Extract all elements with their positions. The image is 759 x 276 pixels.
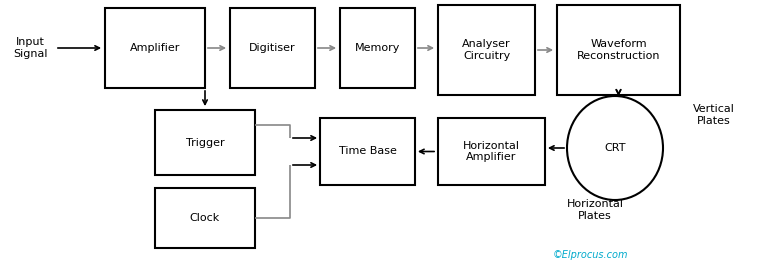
Text: Amplifier: Amplifier: [130, 43, 180, 53]
Text: Trigger: Trigger: [186, 137, 225, 147]
Bar: [340, 8, 415, 88]
Text: Vertical
Plates: Vertical Plates: [693, 104, 735, 126]
Text: Waveform
Reconstruction: Waveform Reconstruction: [577, 39, 660, 61]
Bar: [438, 118, 545, 185]
Bar: [155, 188, 255, 248]
Text: Horizontal
Amplifier: Horizontal Amplifier: [463, 141, 520, 162]
Text: Digitiser: Digitiser: [249, 43, 296, 53]
Text: Memory: Memory: [354, 43, 400, 53]
Text: ©Elprocus.com: ©Elprocus.com: [553, 250, 628, 260]
Text: CRT: CRT: [604, 143, 625, 153]
Bar: [557, 5, 680, 95]
Ellipse shape: [567, 96, 663, 200]
Text: Horizontal
Plates: Horizontal Plates: [566, 199, 623, 221]
Text: Input
Signal: Input Signal: [13, 37, 47, 59]
Text: Time Base: Time Base: [339, 147, 396, 156]
Bar: [105, 8, 205, 88]
Text: Analyser
Circuitry: Analyser Circuitry: [462, 39, 511, 61]
Bar: [320, 118, 415, 185]
Bar: [230, 8, 315, 88]
Text: Clock: Clock: [190, 213, 220, 223]
Bar: [438, 5, 535, 95]
Bar: [155, 110, 255, 175]
